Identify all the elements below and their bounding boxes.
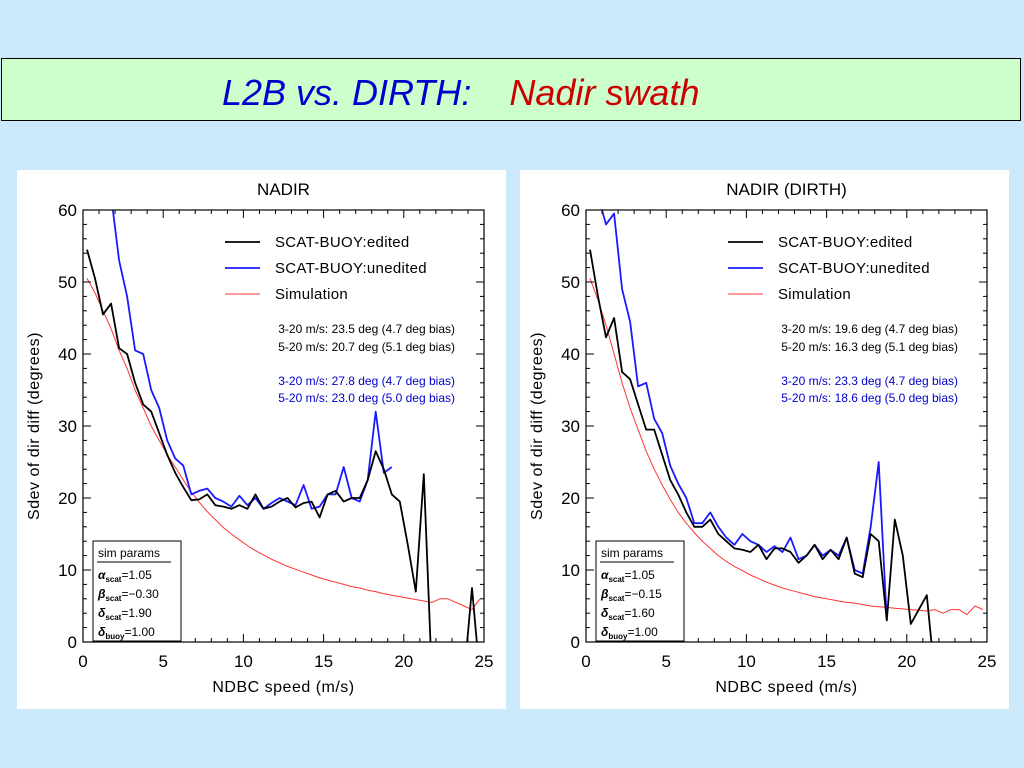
sim-param-symbol: α <box>601 568 609 582</box>
sim-param-subscript: scat <box>608 613 624 622</box>
y-tick-label: 10 <box>58 561 77 580</box>
y-tick-label: 40 <box>58 345 77 364</box>
series-line-scat-buoy-edited <box>86 249 478 642</box>
x-tick-label: 15 <box>314 652 333 671</box>
stat-line: 3-20 m/s: 23.3 deg (4.7 deg bias) <box>781 374 958 388</box>
sim-param-row: αscat=1.05 <box>98 568 152 584</box>
sim-param-subscript: scat <box>105 575 121 584</box>
sim-param-symbol: δ <box>601 606 609 620</box>
x-tick-label: 20 <box>394 652 413 671</box>
chart-panel-nadir: NADIR 0 5 10 15 20 25 0 10 20 30 40 50 60 NDBC speed (… <box>17 170 506 709</box>
sim-param-symbol: δ <box>98 606 106 620</box>
chart-title: NADIR <box>257 180 310 199</box>
x-tick-label: 0 <box>581 652 590 671</box>
sim-param-symbol: δ <box>98 625 106 639</box>
y-tick-label: 30 <box>561 417 580 436</box>
x-tick-label: 0 <box>78 652 87 671</box>
series-group <box>86 210 481 642</box>
sim-param-subscript: buoy <box>105 632 125 641</box>
legend-label-simulation: Simulation <box>275 286 348 303</box>
y-tick-label: 50 <box>561 273 580 292</box>
x-tick-label: 5 <box>158 652 167 671</box>
sim-param-row: βscat=−0.30 <box>97 587 159 603</box>
sim-param-row: δbuoy=1.00 <box>98 625 155 641</box>
series-line-scat-buoy-edited <box>589 249 933 642</box>
sim-param-value: =1.00 <box>627 625 658 639</box>
legend-label-scat-buoy-edited: SCAT-BUOY:edited <box>275 234 410 251</box>
series-line-simulation <box>86 278 481 611</box>
stat-line: 5-20 m/s: 20.7 deg (5.1 deg bias) <box>278 340 455 354</box>
slide-title: L2B vs. DIRTH: Nadir swath <box>222 71 699 115</box>
sim-param-value: =1.00 <box>124 625 155 639</box>
sim-param-symbol: α <box>98 568 106 582</box>
sim-param-subscript: scat <box>105 613 121 622</box>
stat-line: 3-20 m/s: 23.5 deg (4.7 deg bias) <box>278 322 455 336</box>
sim-params-header: sim params <box>601 546 663 560</box>
stat-line: 5-20 m/s: 16.3 deg (5.1 deg bias) <box>781 340 958 354</box>
sim-params-box <box>595 540 685 642</box>
sim-param-subscript: scat <box>608 594 624 603</box>
title-box <box>1 58 1021 121</box>
sim-params-box <box>92 540 182 642</box>
legend-label-scat-buoy-unedited: SCAT-BUOY:unedited <box>275 260 427 277</box>
x-tick-label: 10 <box>737 652 756 671</box>
y-tick-label: 0 <box>571 633 580 652</box>
sim-params-header: sim params <box>98 546 160 560</box>
sim-param-row: αscat=1.05 <box>601 568 655 584</box>
y-tick-label: 40 <box>561 345 580 364</box>
x-tick-label: 25 <box>978 652 997 671</box>
x-tick-label: 15 <box>817 652 836 671</box>
chart-panel-nadir-dirth: NADIR (DIRTH) 0 5 10 15 20 25 0 10 20 30 40 50 60 NDBC… <box>520 170 1009 709</box>
sim-param-symbol: δ <box>601 625 609 639</box>
series-line-scat-buoy-unedited <box>111 210 393 510</box>
y-tick-label: 50 <box>58 273 77 292</box>
chart-title: NADIR (DIRTH) <box>726 180 847 199</box>
sim-param-row: δscat=1.60 <box>601 606 655 622</box>
slide-title-part2: Nadir swath <box>509 72 700 113</box>
x-tick-label: 10 <box>234 652 253 671</box>
sim-param-value: =−0.15 <box>624 587 662 601</box>
y-tick-label: 60 <box>58 201 77 220</box>
sim-param-subscript: scat <box>105 594 121 603</box>
sim-param-symbol: β <box>600 587 609 601</box>
x-axis-label: NDBC speed (m/s) <box>212 679 354 696</box>
sim-param-subscript: buoy <box>608 632 628 641</box>
stat-line: 5-20 m/s: 18.6 deg (5.0 deg bias) <box>781 391 958 405</box>
x-tick-label: 20 <box>897 652 916 671</box>
sim-param-value: =1.60 <box>624 606 655 620</box>
series-group <box>589 210 984 642</box>
y-tick-label: 20 <box>561 489 580 508</box>
slide-title-part1: L2B vs. DIRTH: <box>222 72 472 113</box>
x-tick-label: 5 <box>661 652 670 671</box>
stat-line: 3-20 m/s: 19.6 deg (4.7 deg bias) <box>781 322 958 336</box>
sim-param-value: =1.05 <box>624 568 655 582</box>
y-tick-label: 60 <box>561 201 580 220</box>
sim-param-row: βscat=−0.15 <box>600 587 662 603</box>
chart-nadir-dirth: NADIR (DIRTH) 0 5 10 15 20 25 0 10 20 30 40 50 60 NDBC… <box>529 180 997 696</box>
y-axis-label: Sdev of dir diff (degrees) <box>529 332 546 520</box>
stat-line: 3-20 m/s: 27.8 deg (4.7 deg bias) <box>278 374 455 388</box>
y-tick-label: 10 <box>561 561 580 580</box>
series-line-scat-buoy-unedited <box>601 210 888 621</box>
y-tick-label: 20 <box>58 489 77 508</box>
y-tick-label: 30 <box>58 417 77 436</box>
x-tick-label: 25 <box>475 652 494 671</box>
legend-label-scat-buoy-unedited: SCAT-BUOY:unedited <box>778 260 930 277</box>
sim-param-value: =1.05 <box>121 568 152 582</box>
legend-label-simulation: Simulation <box>778 286 851 303</box>
sim-param-value: =1.90 <box>121 606 152 620</box>
stat-line: 5-20 m/s: 23.0 deg (5.0 deg bias) <box>278 391 455 405</box>
y-axis-label: Sdev of dir diff (degrees) <box>26 332 43 520</box>
legend-label-scat-buoy-edited: SCAT-BUOY:edited <box>778 234 913 251</box>
sim-param-subscript: scat <box>608 575 624 584</box>
chart-nadir: NADIR 0 5 10 15 20 25 0 10 20 30 40 50 60 NDBC speed (… <box>26 180 494 696</box>
y-tick-label: 0 <box>68 633 77 652</box>
sim-param-row: δbuoy=1.00 <box>601 625 658 641</box>
x-axis-label: NDBC speed (m/s) <box>715 679 857 696</box>
sim-param-value: =−0.30 <box>121 587 159 601</box>
sim-param-symbol: β <box>97 587 106 601</box>
sim-param-row: δscat=1.90 <box>98 606 152 622</box>
